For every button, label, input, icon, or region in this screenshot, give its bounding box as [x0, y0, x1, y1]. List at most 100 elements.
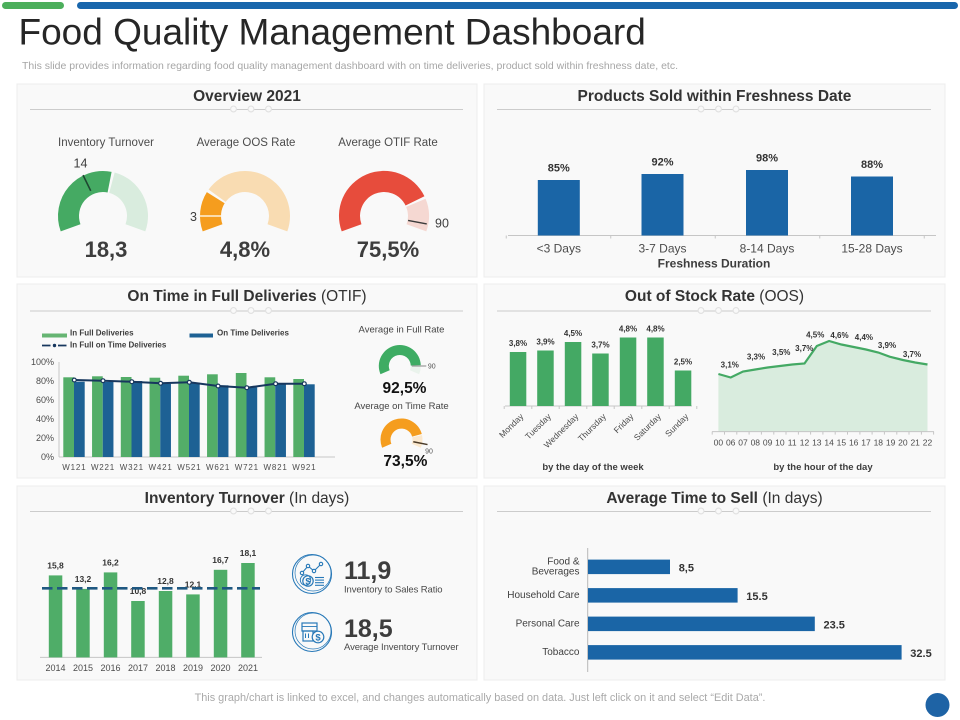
svg-text:20: 20	[898, 438, 908, 448]
svg-text:2020: 2020	[210, 663, 230, 673]
svg-text:Average Time to Sell (In days): Average Time to Sell (In days)	[606, 490, 822, 507]
svg-text:3,7%: 3,7%	[903, 350, 921, 359]
svg-text:2014: 2014	[45, 663, 65, 673]
svg-text:80%: 80%	[36, 376, 54, 386]
svg-text:92%: 92%	[651, 157, 673, 169]
svg-text:W521: W521	[177, 463, 201, 472]
svg-text:16: 16	[849, 438, 859, 448]
svg-text:W321: W321	[120, 463, 144, 472]
svg-text:Average Inventory Turnover: Average Inventory Turnover	[344, 642, 458, 653]
svg-text:2015: 2015	[73, 663, 93, 673]
svg-text:$: $	[305, 577, 311, 588]
svg-text:60%: 60%	[36, 395, 54, 405]
svg-text:00: 00	[714, 438, 724, 448]
svg-text:W821: W821	[264, 463, 288, 472]
svg-text:W121: W121	[62, 463, 86, 472]
svg-text:14: 14	[824, 438, 834, 448]
svg-text:4,8%: 4,8%	[220, 237, 270, 262]
svg-text:22: 22	[923, 438, 933, 448]
svg-text:16,7: 16,7	[212, 555, 229, 565]
svg-text:2017: 2017	[128, 663, 148, 673]
svg-text:Average on Time Rate: Average on Time Rate	[354, 401, 448, 412]
svg-text:20%: 20%	[36, 433, 54, 443]
svg-text:2,5%: 2,5%	[674, 358, 692, 367]
svg-text:2021: 2021	[238, 663, 258, 673]
svg-text:18: 18	[874, 438, 884, 448]
svg-text:23.5: 23.5	[824, 619, 845, 631]
svg-text:4,4%: 4,4%	[855, 333, 873, 342]
svg-text:90: 90	[435, 217, 449, 231]
svg-text:18,5: 18,5	[344, 615, 393, 643]
svg-text:3,9%: 3,9%	[878, 341, 896, 350]
svg-text:15-28 Days: 15-28 Days	[841, 242, 902, 256]
svg-text:W721: W721	[235, 463, 259, 472]
svg-text:4,5%: 4,5%	[806, 331, 824, 340]
svg-text:Food &: Food &	[547, 557, 580, 568]
svg-text:15.5: 15.5	[746, 591, 767, 603]
svg-text:<3 Days: <3 Days	[537, 242, 581, 256]
svg-text:Average OTIF Rate: Average OTIF Rate	[338, 137, 438, 149]
svg-text:$: $	[315, 633, 321, 644]
svg-text:Overview 2021: Overview 2021	[193, 88, 301, 105]
svg-text:8,5: 8,5	[679, 562, 694, 574]
svg-text:90: 90	[428, 364, 436, 371]
svg-text:8-14 Days: 8-14 Days	[740, 242, 795, 256]
svg-text:85%: 85%	[548, 163, 570, 175]
svg-text:4,8%: 4,8%	[646, 325, 664, 334]
svg-text:Personal Care: Personal Care	[516, 619, 580, 630]
svg-text:Average in Full Rate: Average in Full Rate	[359, 325, 445, 336]
svg-text:4,6%: 4,6%	[830, 331, 848, 340]
svg-text:Inventory Turnover: Inventory Turnover	[58, 137, 154, 149]
svg-text:Household Care: Household Care	[507, 590, 580, 601]
svg-text:On Time in Full Deliveries (OT: On Time in Full Deliveries (OTIF)	[127, 288, 366, 305]
svg-text:3,8%: 3,8%	[509, 339, 527, 348]
svg-text:09: 09	[763, 438, 773, 448]
svg-text:06: 06	[726, 438, 736, 448]
svg-text:Average OOS Rate: Average OOS Rate	[197, 137, 296, 149]
svg-text:11: 11	[788, 438, 797, 448]
svg-text:4,5%: 4,5%	[564, 329, 582, 338]
svg-text:Food Quality Management Dashbo: Food Quality Management Dashboard	[19, 12, 646, 53]
svg-text:Products Sold within Freshness: Products Sold within Freshness Date	[578, 88, 852, 105]
svg-text:12,8: 12,8	[157, 576, 174, 586]
svg-text:88%: 88%	[861, 159, 883, 171]
svg-text:19: 19	[886, 438, 896, 448]
svg-text:32.5: 32.5	[910, 648, 931, 660]
svg-text:Inventory to Sales Ratio: Inventory to Sales Ratio	[344, 584, 442, 595]
svg-text:W421: W421	[149, 463, 173, 472]
svg-text:In Full Deliveries: In Full Deliveries	[70, 329, 134, 338]
svg-text:98%: 98%	[756, 153, 778, 165]
svg-text:73,5%: 73,5%	[383, 453, 427, 470]
svg-text:3,5%: 3,5%	[772, 348, 790, 357]
svg-text:21: 21	[910, 438, 920, 448]
svg-text:40%: 40%	[36, 414, 54, 424]
svg-text:10,8: 10,8	[130, 586, 147, 596]
svg-text:12: 12	[800, 438, 810, 448]
svg-text:2016: 2016	[100, 663, 120, 673]
svg-text:18,1: 18,1	[240, 548, 257, 558]
svg-text:W621: W621	[206, 463, 230, 472]
svg-text:3,1%: 3,1%	[721, 361, 739, 370]
svg-text:3,9%: 3,9%	[536, 338, 554, 347]
svg-text:2019: 2019	[183, 663, 203, 673]
svg-text:W921: W921	[292, 463, 316, 472]
svg-text:3,7%: 3,7%	[795, 344, 813, 353]
svg-text:by the day of the week: by the day of the week	[542, 462, 644, 473]
svg-text:Freshness Duration: Freshness Duration	[658, 257, 771, 271]
svg-text:13: 13	[812, 438, 822, 448]
svg-text:13,2: 13,2	[75, 574, 92, 584]
svg-text:11,9: 11,9	[344, 557, 391, 585]
svg-text:In Full on Time Deliveries: In Full on Time Deliveries	[70, 341, 167, 350]
svg-text:3: 3	[190, 210, 197, 224]
svg-text:17: 17	[861, 438, 871, 448]
svg-text:W221: W221	[91, 463, 115, 472]
svg-text:10: 10	[775, 438, 785, 448]
svg-text:14: 14	[74, 156, 88, 170]
svg-text:18,3: 18,3	[85, 237, 128, 262]
svg-text:3,7%: 3,7%	[591, 341, 609, 350]
svg-text:by the hour of the day: by the hour of the day	[773, 462, 873, 473]
svg-text:12,1: 12,1	[185, 579, 202, 589]
svg-text:3,3%: 3,3%	[747, 353, 765, 362]
svg-text:On Time Deliveries: On Time Deliveries	[217, 329, 289, 338]
svg-text:07: 07	[738, 438, 748, 448]
